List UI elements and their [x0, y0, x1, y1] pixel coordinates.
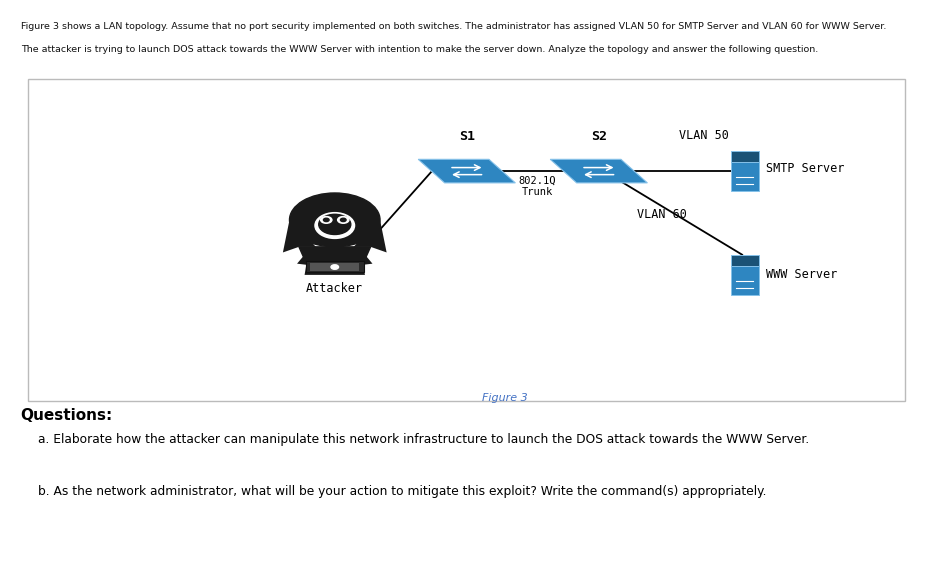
Text: S1: S1	[459, 130, 474, 143]
Text: Attacker: Attacker	[306, 282, 363, 295]
Text: VLAN 50: VLAN 50	[679, 129, 729, 142]
Ellipse shape	[315, 213, 355, 238]
FancyBboxPatch shape	[731, 255, 759, 266]
Polygon shape	[356, 252, 372, 265]
Text: The attacker is trying to launch DOS attack towards the WWW Server with intentio: The attacker is trying to launch DOS att…	[21, 45, 818, 54]
Text: Figure 3: Figure 3	[482, 393, 527, 403]
FancyBboxPatch shape	[310, 263, 359, 271]
Text: 802.1Q
Trunk: 802.1Q Trunk	[519, 176, 556, 197]
Text: b. As the network administrator, what will be your action to mitigate this explo: b. As the network administrator, what wi…	[38, 485, 767, 498]
Polygon shape	[551, 159, 648, 183]
Circle shape	[290, 193, 380, 247]
Polygon shape	[419, 159, 516, 183]
Circle shape	[323, 218, 329, 222]
FancyBboxPatch shape	[731, 266, 759, 295]
Circle shape	[338, 217, 349, 223]
Text: VLAN 60: VLAN 60	[637, 208, 687, 221]
FancyBboxPatch shape	[731, 162, 759, 191]
Text: Figure 3 shows a LAN topology. Assume that no port security implemented on both : Figure 3 shows a LAN topology. Assume th…	[21, 22, 886, 31]
Circle shape	[340, 218, 346, 222]
Text: a. Elaborate how the attacker can manipulate this network infrastructure to laun: a. Elaborate how the attacker can manipu…	[38, 433, 809, 446]
Circle shape	[331, 265, 339, 269]
Polygon shape	[283, 220, 316, 252]
Text: WWW Server: WWW Server	[766, 268, 837, 282]
Circle shape	[321, 217, 332, 223]
Polygon shape	[305, 264, 365, 275]
Text: Questions:: Questions:	[21, 408, 113, 424]
FancyBboxPatch shape	[306, 261, 364, 272]
Ellipse shape	[319, 214, 351, 234]
FancyBboxPatch shape	[731, 151, 759, 162]
FancyBboxPatch shape	[28, 79, 905, 401]
Text: SMTP Server: SMTP Server	[766, 162, 844, 175]
Polygon shape	[297, 252, 314, 265]
Text: S2: S2	[591, 130, 606, 143]
Polygon shape	[299, 247, 371, 264]
Polygon shape	[354, 220, 387, 252]
